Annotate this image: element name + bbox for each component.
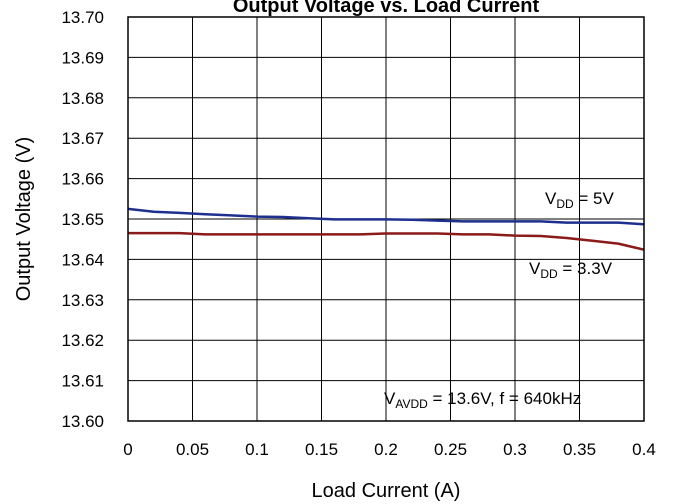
series-label-subscript: DD	[540, 267, 558, 281]
plot-frame	[127, 16, 645, 422]
x-tick-label: 0.35	[563, 440, 596, 459]
series-label-main: V	[529, 259, 541, 278]
x-tick-label: 0.25	[434, 440, 467, 459]
y-tick-label: 13.63	[61, 291, 104, 310]
series-line-vdd-3v3	[128, 231, 645, 251]
annotation-subscript: AVDD	[395, 397, 428, 411]
y-tick-label: 13.68	[61, 89, 104, 108]
y-tick-label: 13.65	[61, 210, 104, 229]
annotation-rest: = 13.6V, f = 640kHz	[428, 389, 581, 408]
x-tick-label: 0.2	[374, 440, 398, 459]
y-tick-label: 13.69	[61, 48, 104, 67]
x-axis-title: Load Current (A)	[312, 480, 461, 502]
series-lines	[127, 207, 645, 251]
x-tick-label: 0.1	[245, 440, 269, 459]
y-tick-label: 13.60	[61, 412, 104, 431]
series-label-subscript: DD	[556, 197, 574, 211]
series-label-rest: = 3.3V	[558, 259, 613, 278]
y-axis-title: Output Voltage (V)	[13, 137, 35, 302]
y-tick-label: 13.61	[61, 372, 104, 391]
y-tick-label: 13.64	[61, 250, 104, 269]
series-label-rest: = 5V	[574, 189, 615, 208]
x-tick-label: 0.3	[503, 440, 527, 459]
series-label-vdd-5v: VDD = 5V	[545, 189, 615, 211]
grid	[128, 17, 644, 421]
series-line-vdd-5v	[127, 207, 645, 226]
conditions-annotation: VAVDD = 13.6V, f = 640kHz	[384, 389, 581, 411]
series-label-vdd-3v3: VDD = 3.3V	[529, 259, 613, 281]
chart-title: Output Voltage vs. Load Current	[233, 0, 540, 17]
y-tick-label: 13.62	[61, 331, 104, 350]
x-tick-label: 0.4	[632, 440, 656, 459]
y-tick-label: 13.67	[61, 129, 104, 148]
x-tick-label: 0	[123, 440, 132, 459]
series-label-main: V	[545, 189, 557, 208]
y-tick-label: 13.70	[61, 8, 104, 27]
y-tick-label: 13.66	[61, 170, 104, 189]
x-tick-label: 0.15	[305, 440, 338, 459]
annotation-main: V	[384, 389, 396, 408]
tick-labels: 0 0.05 0.1 0.15 0.2 0.25 0.3 0.35 0.4 13.60 13.61 1…	[61, 8, 655, 459]
x-tick-label: 0.05	[176, 440, 209, 459]
